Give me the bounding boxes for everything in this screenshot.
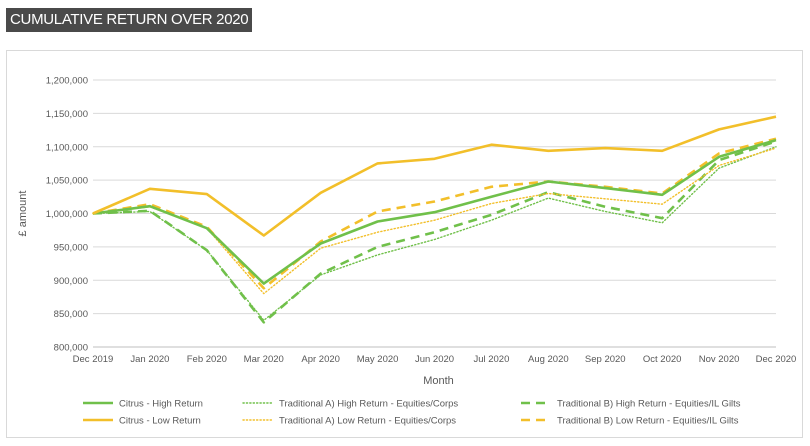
chart-legend: Citrus - High Return Traditional A) High … <box>83 399 741 427</box>
series-line <box>92 115 777 237</box>
x-tick-label: Aug 2020 <box>528 354 569 365</box>
y-tick-label: 1,050,000 <box>46 176 88 187</box>
series-line <box>92 138 777 285</box>
x-axis-tick-labels: Dec 2019 Jan 2020 Feb 2020 Mar 2020 Apr 2020… <box>73 354 797 365</box>
x-tick-label: Oct 2020 <box>643 354 682 365</box>
x-tick-label: May 2020 <box>357 354 399 365</box>
x-tick-label: Feb 2020 <box>187 354 227 365</box>
series-line <box>92 140 777 324</box>
x-tick-label: Jun 2020 <box>415 354 454 365</box>
y-tick-label: 1,000,000 <box>46 209 88 220</box>
x-axis-label: Month <box>423 375 454 387</box>
y-axis-label: £ amount <box>17 191 29 237</box>
x-tick-label: Mar 2020 <box>244 354 284 365</box>
x-tick-label: Jul 2020 <box>473 354 509 365</box>
legend-entry: Traditional B) High Return - Equities/IL… <box>557 399 741 410</box>
legend-entry: Traditional A) High Return - Equities/Co… <box>279 399 458 410</box>
x-tick-label: Nov 2020 <box>699 354 740 365</box>
x-tick-label: Dec 2019 <box>73 354 114 365</box>
y-tick-label: 1,200,000 <box>46 76 88 87</box>
y-tick-label: 950,000 <box>54 242 88 253</box>
y-tick-label: 800,000 <box>54 343 88 354</box>
x-tick-label: Dec 2020 <box>756 354 797 365</box>
line-chart: 800,000 850,000 900,000 950,000 1,000,000 1,0… <box>17 76 797 427</box>
series-line <box>92 147 777 295</box>
chart-frame: 800,000 850,000 900,000 950,000 1,000,000 1,0… <box>6 50 803 438</box>
legend-entry: Citrus - High Return <box>119 399 203 410</box>
legend-entry: Traditional A) Low Return - Equities/Cor… <box>279 416 456 427</box>
y-tick-label: 850,000 <box>54 309 88 320</box>
y-tick-label: 1,150,000 <box>46 109 88 120</box>
legend-entry: Traditional B) Low Return - Equities/IL … <box>557 416 739 427</box>
x-tick-label: Apr 2020 <box>301 354 340 365</box>
y-tick-label: 1,100,000 <box>46 142 88 153</box>
y-tick-label: 900,000 <box>54 276 88 287</box>
series-line <box>92 137 777 290</box>
page-title-banner: CUMULATIVE RETURN OVER 2020 <box>6 8 253 32</box>
series-line <box>92 146 777 321</box>
x-tick-label: Sep 2020 <box>585 354 626 365</box>
x-tick-label: Jan 2020 <box>130 354 169 365</box>
y-axis-tick-labels: 800,000 850,000 900,000 950,000 1,000,000 1,0… <box>46 76 88 354</box>
legend-entry: Citrus - Low Return <box>119 416 201 427</box>
chart-series <box>92 115 777 324</box>
